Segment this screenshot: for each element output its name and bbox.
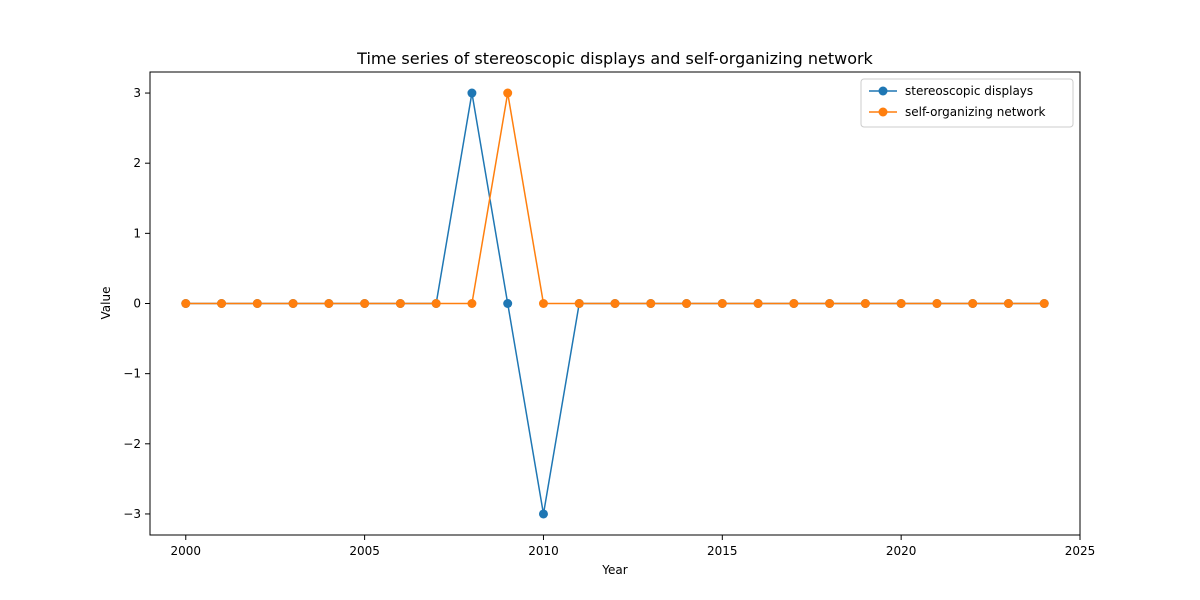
data-point — [825, 299, 835, 308]
y-axis: −3 −2 −1 0 1 2 3 — [123, 86, 150, 521]
data-point — [467, 88, 477, 98]
x-tick-label: 2020 — [886, 544, 917, 558]
data-point — [538, 509, 548, 519]
data-point — [968, 299, 978, 308]
legend: stereoscopic displays self-organizing net… — [860, 78, 1074, 128]
data-point — [789, 299, 799, 308]
data-point — [932, 299, 942, 308]
y-tick-label: 0 — [133, 297, 141, 311]
data-point — [574, 299, 584, 308]
data-point — [646, 299, 656, 308]
data-point — [431, 299, 441, 308]
y-tick-label: −3 — [123, 507, 141, 521]
x-tick-label: 2025 — [1065, 544, 1096, 558]
y-tick-label: 1 — [133, 226, 141, 240]
legend-label: stereoscopic displays — [905, 84, 1033, 98]
data-point — [324, 299, 334, 308]
y-axis-label: Value — [99, 287, 113, 320]
data-point — [1003, 299, 1013, 308]
data-point — [252, 299, 262, 308]
data-point — [360, 299, 370, 308]
series-2 — [181, 88, 1049, 308]
data-point — [717, 299, 727, 308]
x-tick-label: 2015 — [707, 544, 738, 558]
data-point — [896, 299, 906, 308]
x-axis: 2000 2005 2010 2015 2020 2025 — [170, 535, 1095, 558]
x-tick-label: 2005 — [349, 544, 380, 558]
data-point — [753, 299, 763, 308]
data-point — [395, 299, 405, 308]
data-point — [288, 299, 298, 308]
x-tick-label: 2000 — [170, 544, 201, 558]
chart-title: Time series of stereoscopic displays and… — [356, 49, 873, 68]
series-layer — [181, 88, 1049, 519]
data-point — [503, 299, 513, 308]
x-axis-label: Year — [601, 563, 627, 577]
data-point — [1039, 299, 1049, 308]
data-point — [860, 299, 870, 308]
y-tick-label: −2 — [123, 437, 141, 451]
legend-marker — [878, 107, 888, 117]
data-point — [181, 299, 191, 308]
data-point — [610, 299, 620, 308]
legend-label: self-organizing network — [905, 105, 1046, 119]
x-tick-label: 2010 — [528, 544, 559, 558]
data-point — [538, 299, 548, 308]
legend-box — [860, 78, 1074, 128]
data-point — [503, 88, 513, 98]
y-tick-label: −1 — [123, 367, 141, 381]
data-point — [682, 299, 692, 308]
data-point — [467, 299, 477, 308]
y-tick-label: 3 — [133, 86, 141, 100]
legend-marker — [878, 86, 888, 96]
data-point — [217, 299, 227, 308]
y-tick-label: 2 — [133, 156, 141, 170]
